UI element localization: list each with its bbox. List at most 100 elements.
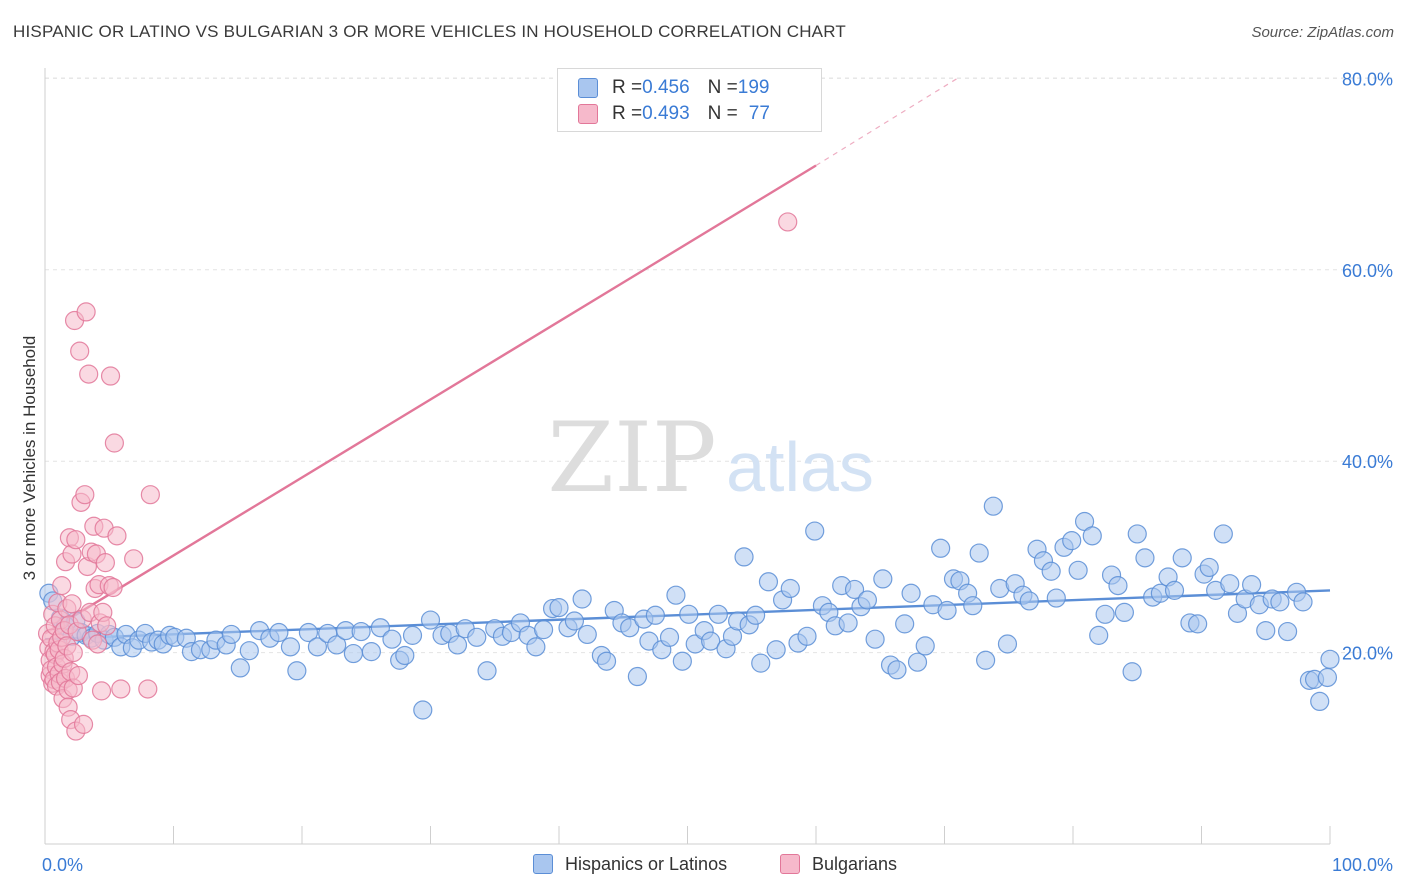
y-tick-label: 80.0%: [1342, 69, 1393, 89]
point-bulgarians: [91, 681, 112, 701]
bottom-legend-hispanics: Hispanics or Latinos: [533, 852, 727, 876]
point-hispanics: [1114, 602, 1135, 623]
point-bulgarians: [63, 642, 83, 663]
legend-row-bulgarians: R = 0.493 N = 77: [578, 102, 770, 126]
point-hispanics: [1270, 592, 1290, 612]
point-hispanics: [280, 637, 301, 657]
point-hispanics: [672, 651, 692, 671]
point-hispanics: [873, 569, 893, 589]
y-tick-label: 20.0%: [1342, 644, 1393, 664]
point-hispanics: [287, 661, 307, 681]
point-bulgarians: [62, 594, 82, 614]
point-hispanics: [1108, 576, 1128, 596]
point-hispanics: [420, 610, 441, 630]
point-hispanics: [298, 622, 319, 643]
point-hispanics: [269, 622, 289, 643]
legend-swatch-hispanics: [578, 78, 598, 98]
point-hispanics: [1172, 548, 1192, 568]
point-hispanics: [901, 583, 921, 603]
point-bulgarians: [88, 634, 108, 654]
x-tick-label: 100.0%: [1332, 855, 1393, 875]
point-hispanics: [797, 626, 817, 646]
point-hispanics: [1164, 580, 1185, 600]
legend-n-value: 77: [748, 103, 770, 124]
point-bulgarians: [76, 302, 96, 322]
point-hispanics: [766, 640, 786, 660]
point-bulgarians: [70, 341, 90, 361]
point-hispanics: [1256, 620, 1276, 641]
point-bulgarians: [97, 616, 117, 636]
point-hispanics: [865, 629, 885, 649]
point-hispanics: [577, 624, 597, 645]
point-bulgarians: [68, 665, 89, 686]
legend-row-hispanics: R = 0.456 N = 199: [578, 76, 769, 100]
point-hispanics: [307, 637, 328, 657]
point-hispanics: [1046, 588, 1066, 608]
watermark-zip: ZIP: [547, 402, 716, 514]
point-hispanics: [1095, 604, 1115, 624]
point-hispanics: [780, 578, 800, 599]
point-hispanics: [361, 642, 381, 662]
point-hispanics: [997, 634, 1018, 654]
point-bulgarians: [66, 530, 86, 550]
point-hispanics: [1199, 557, 1219, 578]
point-hispanics: [1082, 526, 1102, 546]
point-bulgarians: [124, 549, 144, 569]
point-hispanics: [751, 653, 771, 673]
point-hispanics: [937, 600, 957, 621]
point-hispanics: [1089, 625, 1109, 645]
point-hispanics: [1320, 649, 1340, 669]
point-hispanics: [1127, 524, 1147, 544]
point-hispanics: [382, 629, 402, 649]
gridlines: [45, 77, 1392, 654]
point-hispanics: [758, 572, 779, 592]
point-bulgarians: [79, 364, 99, 384]
point-bulgarians: [95, 553, 115, 573]
point-hispanics: [1062, 531, 1082, 551]
point-bulgarians: [100, 366, 121, 386]
point-bulgarians: [111, 679, 131, 699]
point-hispanics: [221, 624, 241, 645]
legend-r-value: 0.493: [642, 103, 690, 124]
chart-title: HISPANIC OR LATINO VS BULGARIAN 3 OR MOR…: [13, 22, 846, 41]
bottom-legend-label-bulgarians: Bulgarians: [812, 853, 898, 874]
point-hispanics: [1135, 548, 1155, 568]
axes: [44, 68, 1331, 845]
point-hispanics: [1310, 691, 1330, 712]
point-hispanics: [907, 652, 928, 672]
point-hispanics: [572, 589, 592, 609]
point-hispanics: [746, 605, 766, 625]
point-hispanics: [239, 641, 259, 661]
bottom-legend-swatch-hispanics: [533, 854, 553, 874]
point-hispanics: [549, 598, 569, 618]
point-hispanics: [659, 627, 680, 647]
point-hispanics: [666, 585, 686, 605]
point-hispanics: [343, 643, 363, 664]
point-hispanics: [627, 666, 647, 687]
point-hispanics: [370, 618, 390, 638]
point-bulgarians: [73, 714, 94, 734]
data-points: [37, 212, 1340, 741]
point-hispanics: [620, 618, 640, 638]
trend-line-bulgarians: [44, 164, 817, 635]
point-hispanics: [526, 637, 546, 657]
point-bulgarians: [104, 433, 124, 453]
bottom-legend-bulgarians: Bulgarians: [780, 852, 897, 876]
point-hispanics: [1277, 621, 1298, 642]
point-hispanics: [230, 658, 250, 678]
legend-r-value: 0.456: [642, 77, 690, 98]
point-hispanics: [887, 660, 907, 680]
x-tick-label: 0.0%: [42, 855, 83, 875]
point-hispanics: [533, 620, 554, 640]
point-hispanics: [931, 538, 951, 558]
tick-labels: 20.0% 40.0% 60.0% 80.0% 0.0% 100.0%: [42, 69, 1393, 875]
legend-n-label: N =: [707, 77, 738, 98]
point-hispanics: [1122, 662, 1142, 682]
point-hispanics: [895, 614, 915, 634]
point-hispanics: [1317, 667, 1338, 688]
point-bulgarians: [140, 485, 160, 505]
point-hispanics: [477, 661, 497, 681]
point-bulgarians: [778, 212, 798, 232]
y-tick-label: 40.0%: [1342, 452, 1393, 472]
point-hispanics: [351, 621, 371, 642]
